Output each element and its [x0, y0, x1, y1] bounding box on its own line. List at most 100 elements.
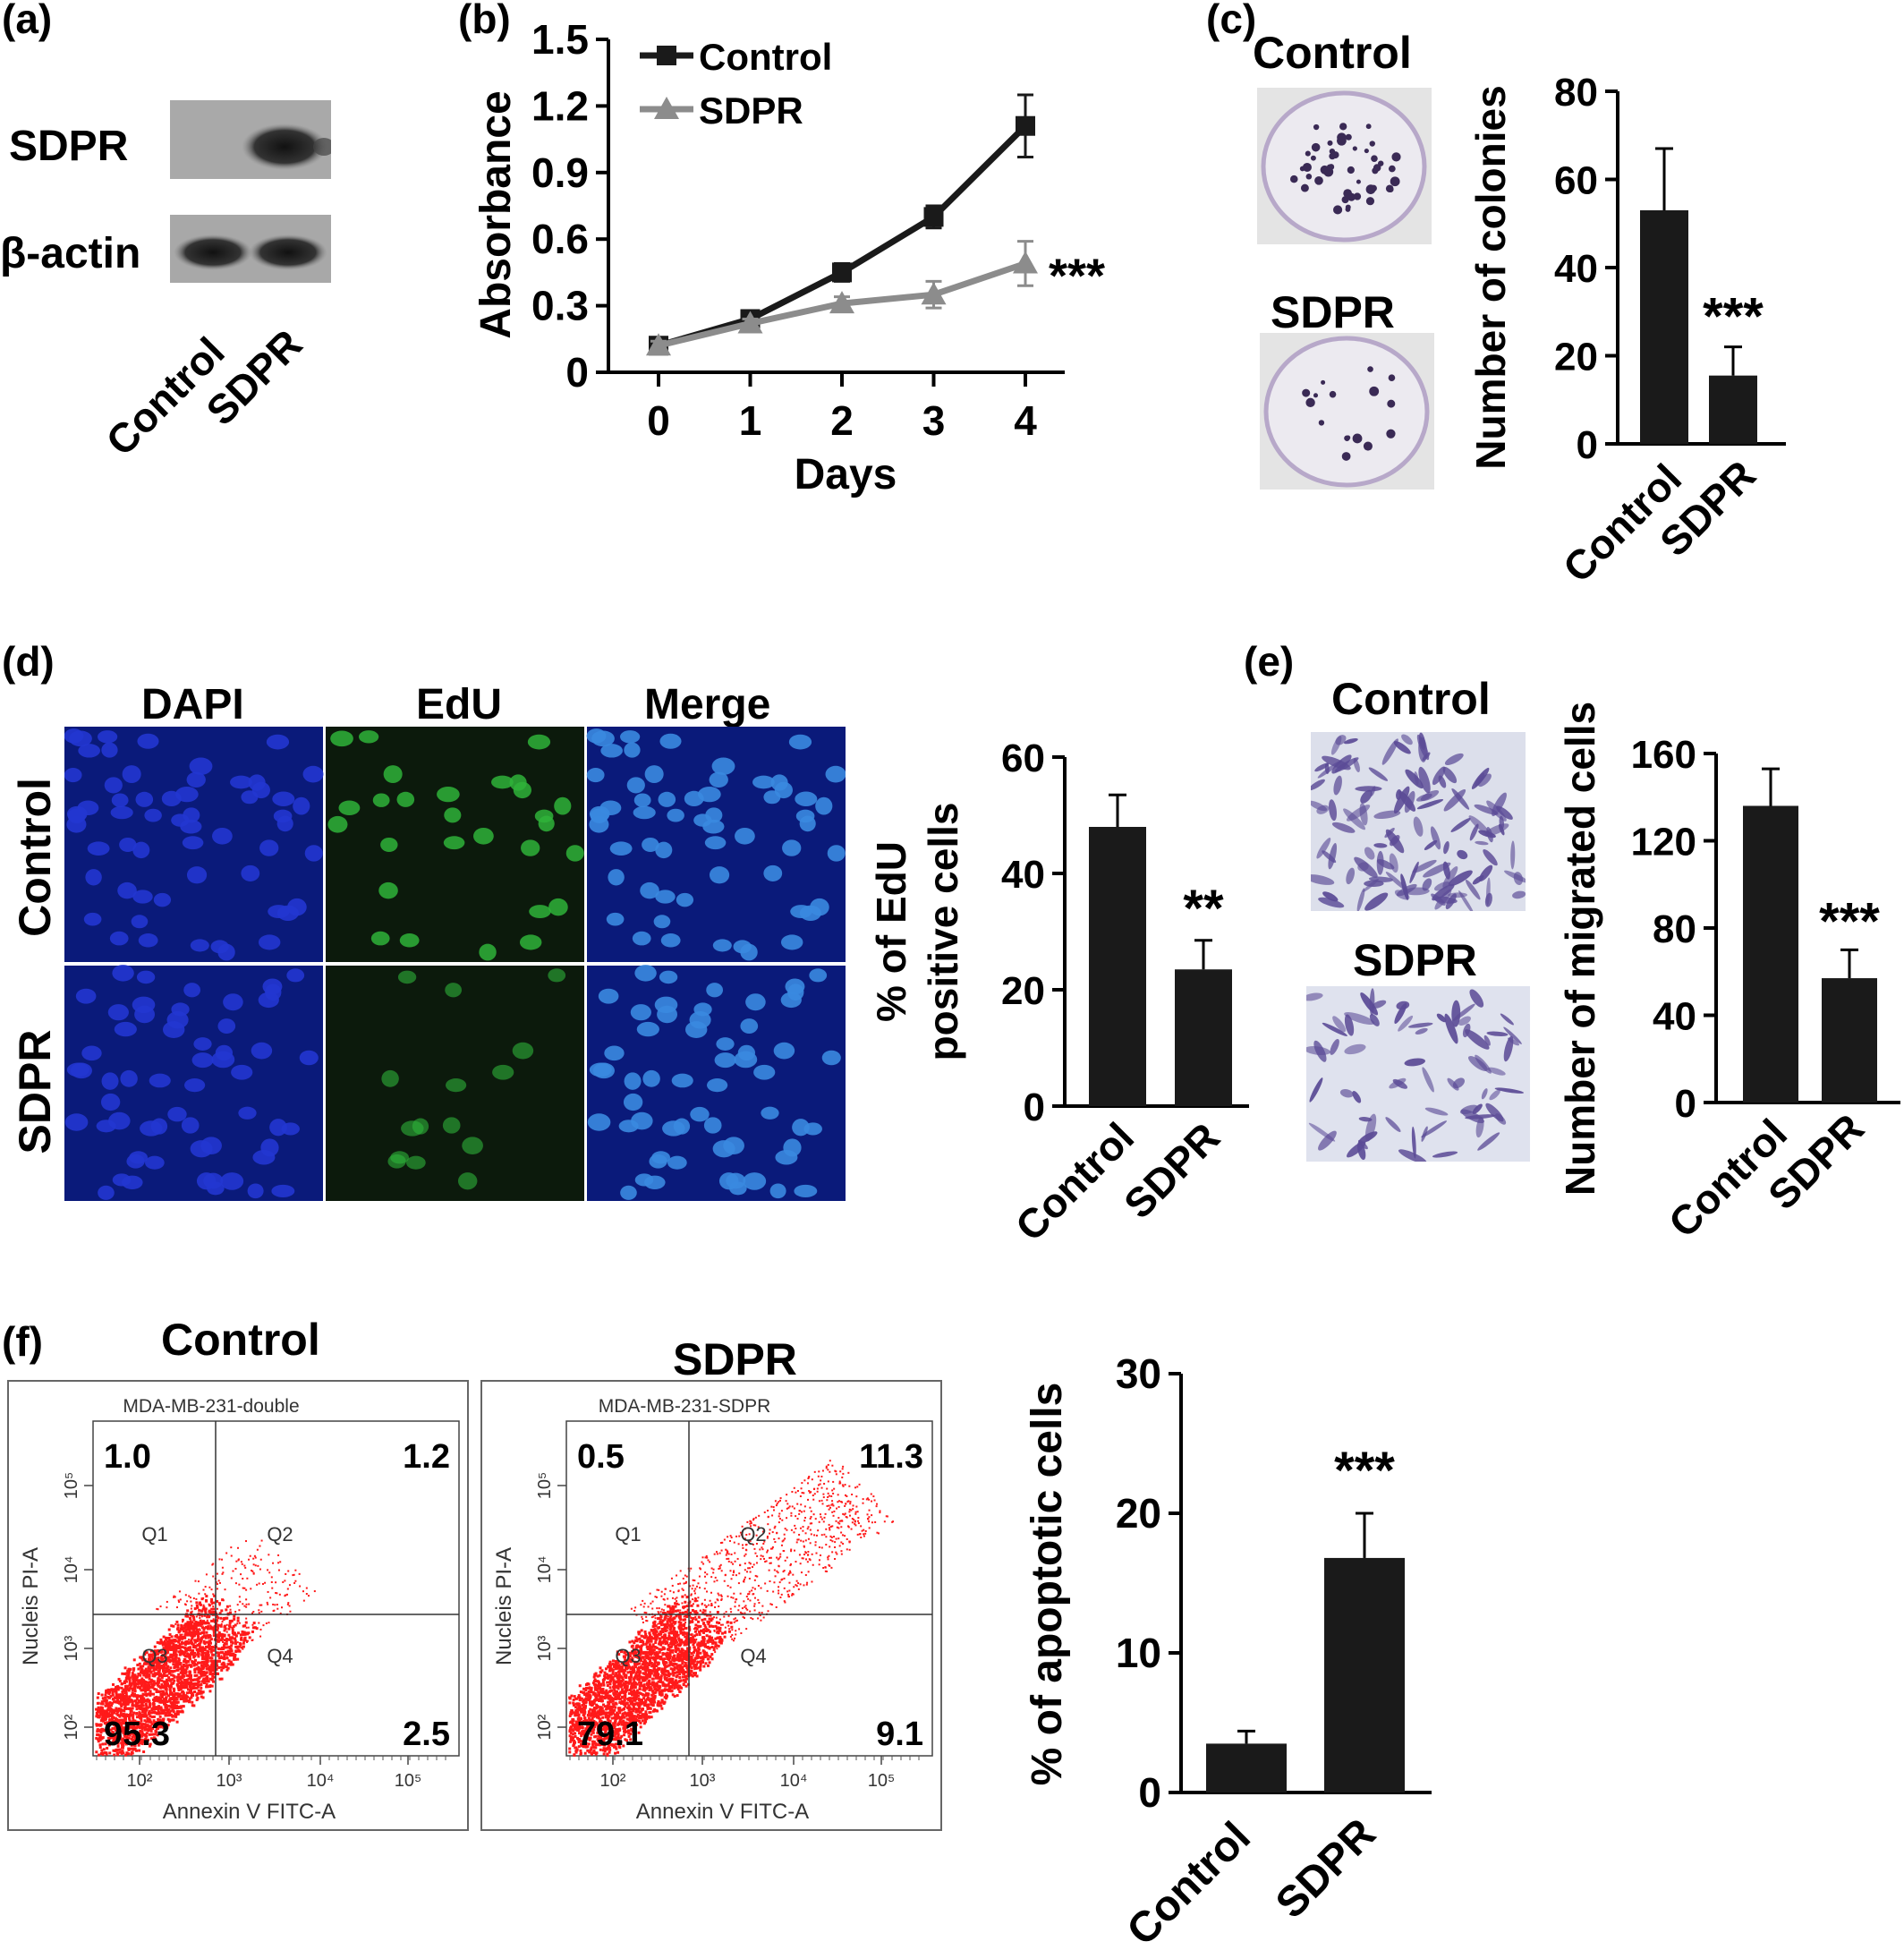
flow-event — [132, 1658, 136, 1662]
cell-nucleus — [624, 742, 641, 758]
colony-dot — [1305, 173, 1313, 180]
flow-event — [222, 1644, 225, 1648]
flow-event — [185, 1678, 189, 1682]
flow-event — [162, 1711, 166, 1715]
b-point-triangle — [737, 311, 763, 334]
flow-event — [680, 1686, 684, 1690]
flow-event — [117, 1718, 121, 1722]
flow-event — [137, 1667, 140, 1671]
flow-event — [149, 1657, 152, 1661]
flow-event — [183, 1623, 187, 1627]
flow-event — [157, 1674, 161, 1678]
flow-event — [151, 1657, 155, 1661]
flow-event — [624, 1725, 627, 1729]
flow-event — [163, 1682, 166, 1686]
migrated-cell — [1475, 840, 1489, 846]
flow-event — [234, 1623, 237, 1627]
flow-event — [673, 1686, 676, 1690]
flow-event — [173, 1669, 176, 1673]
flow-event — [669, 1614, 673, 1618]
flow-event — [190, 1611, 193, 1614]
flow-event — [307, 1595, 310, 1597]
flow-event — [205, 1682, 208, 1686]
flow-event — [288, 1584, 291, 1587]
flow-event — [227, 1633, 231, 1637]
migrated-cell — [1477, 773, 1492, 788]
flow-event — [213, 1646, 217, 1649]
flow-event — [652, 1648, 656, 1652]
flow-event — [251, 1569, 253, 1571]
flow-event — [570, 1739, 574, 1742]
migrated-cell — [1434, 889, 1452, 910]
flow-event — [226, 1663, 230, 1666]
flow-event — [633, 1732, 636, 1735]
flow-event — [181, 1646, 184, 1649]
flow-event — [194, 1644, 198, 1648]
flow-event — [209, 1625, 213, 1629]
flow-event — [604, 1673, 608, 1676]
flow-event — [234, 1610, 237, 1613]
flow-event — [184, 1681, 188, 1684]
significance-marker: *** — [1703, 288, 1764, 346]
flow-event — [195, 1673, 199, 1677]
flow-event — [645, 1665, 649, 1668]
flow-event — [573, 1725, 576, 1729]
b-point-square — [1016, 115, 1035, 136]
b-y-tick-label: 0.6 — [531, 216, 589, 262]
flow-event — [220, 1609, 224, 1613]
cell-nucleus — [780, 934, 803, 950]
flow-event — [113, 1742, 116, 1746]
flow-event — [607, 1665, 610, 1669]
flow-x-tick-label: 10² — [127, 1771, 153, 1791]
flow-event — [123, 1691, 127, 1695]
flow-event — [110, 1701, 114, 1705]
flow-event — [245, 1598, 248, 1601]
migrated-cell — [1393, 786, 1410, 814]
migrated-cell — [1458, 1016, 1471, 1026]
flow-event — [208, 1665, 211, 1669]
flow-event — [279, 1612, 282, 1614]
flow-event — [208, 1628, 210, 1631]
flow-event — [590, 1733, 593, 1736]
flow-event — [213, 1594, 217, 1597]
flow-event — [108, 1737, 112, 1741]
flow-event — [639, 1652, 642, 1656]
flow-event — [699, 1662, 702, 1665]
flow-event — [638, 1719, 642, 1723]
flow-event — [217, 1580, 220, 1582]
flow-event — [698, 1632, 701, 1636]
cell-nucleus — [64, 728, 84, 744]
flow-event — [616, 1734, 620, 1738]
flow-event — [149, 1671, 153, 1674]
flow-event — [209, 1659, 213, 1663]
cell-nucleus — [608, 869, 625, 886]
flow-event — [608, 1699, 612, 1703]
flow-event — [137, 1699, 140, 1702]
flow-event — [129, 1668, 132, 1672]
flow-event — [149, 1680, 153, 1683]
flow-event — [123, 1729, 126, 1733]
cell-nucleus — [247, 1183, 264, 1199]
flow-event — [163, 1650, 166, 1654]
flow-event — [128, 1721, 132, 1724]
flow-event — [104, 1704, 107, 1707]
flow-event — [624, 1727, 627, 1731]
flow-event — [580, 1744, 583, 1748]
flow-event — [150, 1655, 154, 1658]
migrated-cell — [1330, 1038, 1339, 1055]
flow-event — [152, 1681, 156, 1684]
migrated-cell — [1370, 786, 1376, 796]
flow-event — [608, 1724, 611, 1727]
flow-event — [222, 1599, 225, 1602]
flow-event — [140, 1696, 143, 1699]
flow-event — [674, 1602, 677, 1605]
flow-event — [690, 1604, 693, 1607]
flow-event — [613, 1713, 616, 1716]
flow-event — [209, 1624, 212, 1627]
flow-event — [168, 1711, 172, 1715]
flow-event — [211, 1666, 215, 1670]
flow-event — [636, 1703, 640, 1707]
flow-event — [195, 1601, 199, 1605]
flow-event — [139, 1686, 142, 1690]
